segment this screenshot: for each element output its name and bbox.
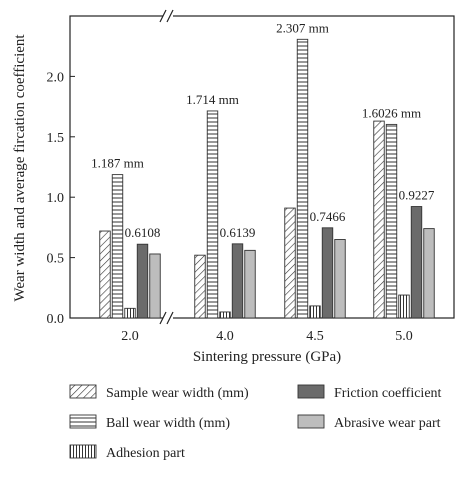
y-axis-title: Wear width and average fircation coeffic… <box>12 34 28 302</box>
bar <box>423 228 435 319</box>
bar <box>244 249 256 319</box>
legend-label: Friction coefficient <box>334 386 442 401</box>
bar <box>111 174 124 319</box>
axis-break-mark <box>166 311 174 325</box>
bars <box>99 38 435 319</box>
bar <box>219 311 231 319</box>
y-axis-ticks: 0.0 0.5 1.0 1.5 2.0 <box>47 70 75 327</box>
legend-swatch <box>297 414 325 429</box>
legend: Sample wear width (mm) Ball wear width (m… <box>69 384 442 461</box>
legend-label: Abrasive wear part <box>334 416 441 431</box>
x-axis-ticks: 2.0 4.0 4.5 5.0 <box>121 313 413 344</box>
bar-data-label: 0.7466 <box>310 209 346 224</box>
bar <box>334 239 346 319</box>
x-axis-title: Sintering pressure (GPa) <box>193 349 341 365</box>
bar-data-label: 1.714 mm <box>186 92 239 107</box>
axis-break-mark <box>159 9 167 23</box>
bar <box>284 207 296 319</box>
y-tick-label: 2.0 <box>47 70 65 85</box>
bar-data-label: 0.6139 <box>220 225 256 240</box>
bar <box>136 243 149 319</box>
y-tick-label: 0.0 <box>47 312 65 327</box>
legend-swatch <box>297 384 325 399</box>
bar <box>398 294 410 319</box>
legend-swatch <box>69 414 97 429</box>
bar-data-label: 0.6108 <box>125 225 161 240</box>
bar-data-label: 2.307 mm <box>276 20 329 35</box>
bar <box>194 254 206 319</box>
bar <box>410 206 423 319</box>
bar <box>385 123 398 319</box>
bar <box>124 307 136 319</box>
bar-data-label: 1.6026 mm <box>362 105 421 120</box>
bar-data-labels: 1.187 mm 0.6108 1.714 mm 0.6139 2.307 mm 0.74… <box>91 20 435 240</box>
bar <box>321 227 334 319</box>
axis-break-gap-bottom <box>163 315 173 321</box>
axis-break-mark <box>159 311 167 325</box>
bar <box>206 110 219 319</box>
bar-data-label: 0.9227 <box>399 188 435 203</box>
x-tick-label: 5.0 <box>395 329 413 344</box>
plot-frame <box>69 9 455 325</box>
y-tick-label: 0.5 <box>47 252 65 267</box>
y-tick-label: 1.0 <box>47 191 65 206</box>
axis-break-gap-top <box>163 13 173 19</box>
bar-data-label: 1.187 mm <box>91 156 144 171</box>
legend-label: Sample wear width (mm) <box>106 386 249 401</box>
axis-break-mark <box>166 9 174 23</box>
bar <box>99 230 111 319</box>
x-tick-label: 4.0 <box>216 329 234 344</box>
y-tick-label: 1.5 <box>47 131 65 146</box>
legend-label: Ball wear width (mm) <box>106 416 230 431</box>
x-tick-label: 4.5 <box>306 329 324 344</box>
legend-swatch <box>69 444 97 459</box>
bar <box>231 243 244 319</box>
bar <box>373 120 385 319</box>
legend-swatch <box>69 384 97 399</box>
plot-border <box>69 15 455 319</box>
bar <box>149 253 161 319</box>
legend-label: Adhesion part <box>106 446 185 461</box>
bar <box>309 305 321 319</box>
bar <box>296 38 309 319</box>
x-tick-label: 2.0 <box>121 329 139 344</box>
